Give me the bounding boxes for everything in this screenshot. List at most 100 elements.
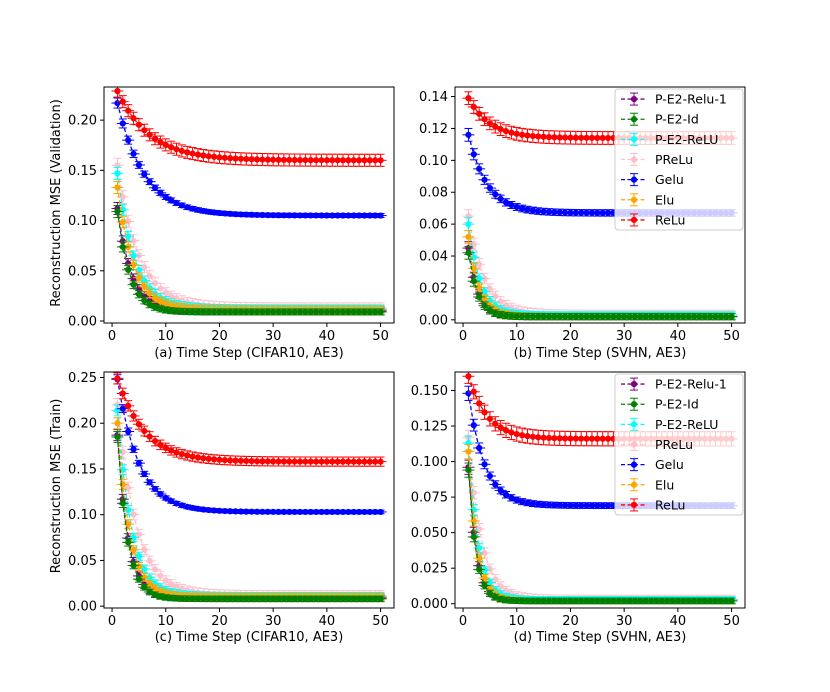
data-point <box>556 313 563 320</box>
y-tick-label: 0.12 <box>419 122 448 137</box>
data-point <box>470 278 477 285</box>
data-point <box>492 191 499 198</box>
data-point <box>146 178 153 185</box>
data-point <box>135 161 143 169</box>
data-point <box>157 189 164 196</box>
data-point <box>578 313 585 320</box>
data-point <box>275 595 282 602</box>
data-point <box>529 132 536 140</box>
data-point <box>248 156 255 163</box>
y-tick-label: 0.05 <box>68 264 97 279</box>
data-point <box>524 206 531 213</box>
data-point <box>114 420 121 427</box>
data-point <box>508 201 515 209</box>
data-point <box>339 308 347 316</box>
data-point <box>286 308 293 316</box>
legend-label: P-E2-ReLU <box>655 132 718 147</box>
data-point <box>168 197 175 204</box>
data-point <box>497 311 504 318</box>
data-point <box>329 595 336 602</box>
data-point <box>350 157 357 164</box>
data-point <box>286 595 293 602</box>
data-point <box>567 313 574 320</box>
data-point <box>119 120 126 127</box>
data-point <box>114 433 121 441</box>
x-tick-label: 30 <box>265 329 282 344</box>
x-tick-label: 20 <box>211 329 228 344</box>
data-point <box>184 204 191 211</box>
data-point <box>594 313 601 320</box>
data-point <box>232 155 239 162</box>
data-point <box>151 566 159 573</box>
data-point <box>653 313 660 320</box>
data-point <box>125 534 132 542</box>
data-point <box>329 308 336 316</box>
panel-c-plot-area <box>111 372 387 603</box>
data-point <box>291 212 298 219</box>
data-point <box>141 297 148 304</box>
data-point <box>205 208 212 215</box>
data-point <box>524 313 531 320</box>
data-point <box>690 313 698 320</box>
y-tick-label: 0.00 <box>419 313 448 328</box>
data-point <box>216 154 223 161</box>
x-tick-label: 10 <box>157 329 174 344</box>
data-point <box>135 563 143 570</box>
data-point <box>162 577 169 584</box>
x-tick-label: 40 <box>319 329 336 344</box>
data-point <box>130 261 137 268</box>
data-point <box>599 209 606 217</box>
data-point <box>540 208 547 215</box>
data-point <box>194 595 202 602</box>
data-point <box>486 285 494 293</box>
data-point <box>151 135 159 142</box>
data-point <box>329 157 336 164</box>
data-point <box>631 313 639 320</box>
panel-a: (a) Time Step (CIFAR10, AE3) 0 10 20 30 40 50… <box>68 86 395 361</box>
data-point <box>248 595 255 602</box>
data-point <box>125 521 132 528</box>
data-point <box>599 134 606 142</box>
data-point <box>243 211 250 218</box>
data-point <box>270 595 277 602</box>
data-point <box>264 595 271 602</box>
data-point <box>366 212 373 219</box>
data-point <box>345 212 352 219</box>
data-point <box>465 233 472 240</box>
data-point <box>361 595 368 602</box>
data-point <box>728 313 735 320</box>
data-point <box>334 212 341 219</box>
data-point <box>130 150 137 157</box>
data-point <box>162 306 169 314</box>
data-point <box>502 127 510 135</box>
panel-b: (b) Time Step (SVHN, AE3) 0 10 20 30 40 50 0.0… <box>419 86 746 361</box>
data-point <box>141 584 148 591</box>
data-point <box>178 202 185 209</box>
data-point <box>476 165 483 172</box>
data-point <box>529 313 536 320</box>
data-point <box>259 308 266 316</box>
data-point <box>578 209 585 216</box>
data-point <box>669 313 676 320</box>
data-point <box>189 308 196 315</box>
data-point <box>291 156 298 164</box>
data-point <box>578 134 585 141</box>
data-point <box>685 313 692 320</box>
data-point <box>135 266 143 274</box>
data-point <box>604 209 612 217</box>
data-point <box>540 313 547 320</box>
data-point <box>372 212 379 219</box>
data-point <box>200 207 207 215</box>
data-point <box>377 595 384 602</box>
data-point <box>227 155 234 162</box>
data-point <box>125 266 132 273</box>
data-point <box>318 595 325 602</box>
data-point <box>125 539 132 546</box>
data-point <box>481 116 488 123</box>
data-point <box>519 131 526 138</box>
data-point <box>481 288 488 295</box>
data-point <box>184 308 191 315</box>
x-tick-label: 0 <box>459 329 467 344</box>
data-point <box>647 313 655 320</box>
data-point <box>216 308 223 316</box>
